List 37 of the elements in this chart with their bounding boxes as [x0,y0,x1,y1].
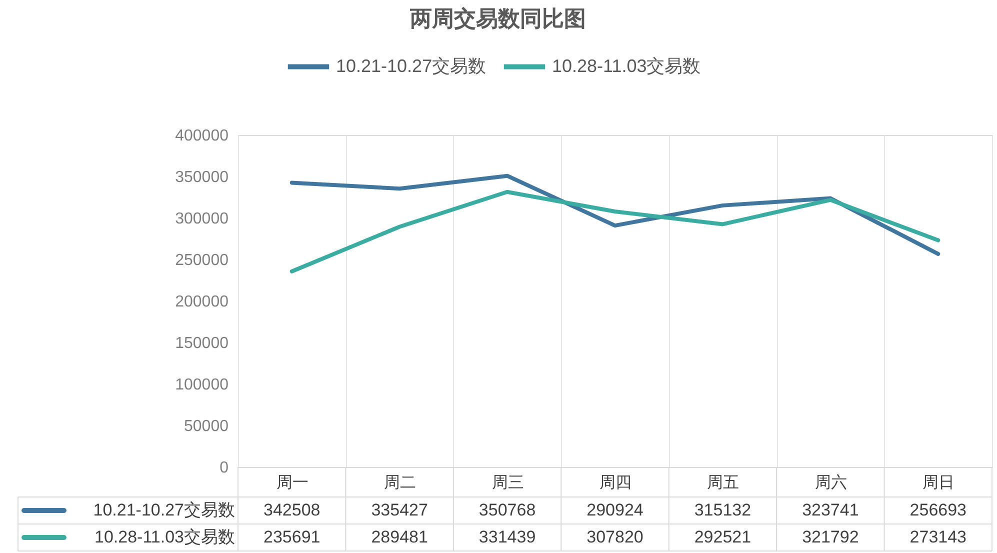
data-label: 290924 [586,500,644,520]
chart-title: 两周交易数同比图 [409,6,586,31]
x-tick-label: 周一 [276,474,308,492]
y-tick-label: 50000 [184,418,229,435]
data-label: 342508 [263,500,320,520]
x-tick-label: 周日 [922,474,955,492]
y-tick-label: 350000 [175,169,229,186]
y-tick-label: 300000 [175,210,229,228]
y-tick-label: 0 [220,460,229,476]
data-label: 321792 [802,528,859,546]
y-tick-label: 200000 [175,294,229,310]
text: 10.28-11.03交易数 [94,528,235,546]
text: 10.21-10.27交易数 [93,500,235,520]
x-tick-label: 周四 [600,474,632,492]
data-label: 289481 [371,528,428,546]
data-label: 335427 [371,500,428,520]
legend-label: 10.28-11.03交易数 [552,56,701,76]
y-tick-label: 400000 [175,128,229,144]
x-tick-label: 周五 [707,474,740,492]
data-label: 235691 [263,528,320,546]
data-label: 292521 [694,528,752,546]
line-series [290,174,940,256]
data-label: 323741 [802,500,859,520]
y-tick-label: 150000 [175,335,229,352]
data-label: 256693 [910,500,967,520]
x-tick-label: 周三 [492,474,524,492]
data-label: 350768 [478,500,536,520]
x-tick-label: 周二 [384,474,416,492]
data-label: 315132 [694,500,752,520]
legend-label: 10.21-10.27交易数 [336,56,486,76]
y-tick-label: 250000 [175,252,229,269]
x-tick-label: 周六 [814,474,847,492]
data-label: 273143 [910,528,967,546]
line-series [290,190,940,274]
data-label: 331439 [478,528,536,546]
data-label: 307820 [586,528,644,546]
y-tick-label: 100000 [175,376,229,394]
